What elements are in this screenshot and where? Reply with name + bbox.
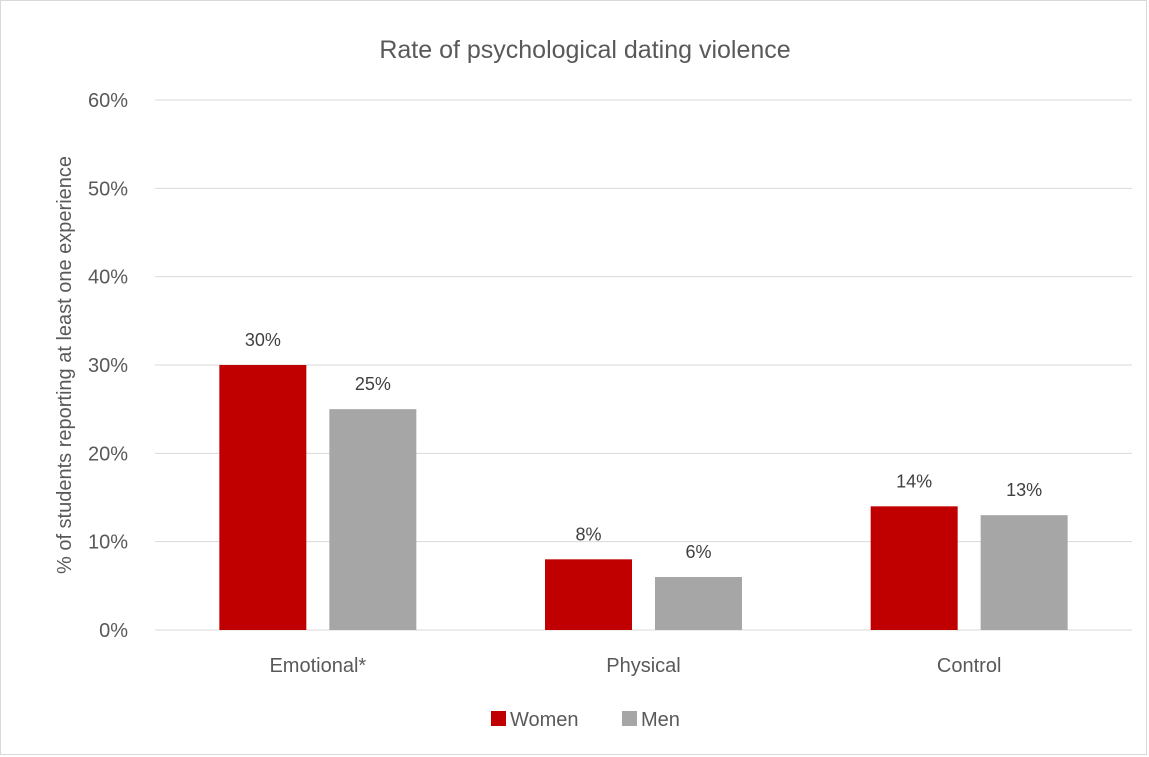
- y-tick-label: 10%: [88, 532, 128, 554]
- data-label: 13%: [1006, 480, 1042, 500]
- y-tick-label: 0%: [99, 620, 128, 642]
- bar-men-2: [980, 515, 1068, 630]
- x-axis-categories: Emotional* Physical Control: [269, 655, 1001, 677]
- x-category-label: Control: [937, 655, 1001, 677]
- data-label: 25%: [355, 374, 391, 394]
- data-label: 6%: [685, 542, 711, 562]
- y-tick-label: 30%: [88, 355, 128, 377]
- bar-women-2: [870, 506, 958, 630]
- y-tick-label: 50%: [88, 178, 128, 200]
- gridlines: [155, 99, 1132, 631]
- x-category-label: Physical: [606, 655, 680, 677]
- legend-swatch-women: [491, 711, 506, 726]
- y-tick-label: 40%: [88, 267, 128, 289]
- y-axis-ticks: 0% 10% 20% 30% 40% 50% 60%: [88, 90, 128, 642]
- bars: [219, 365, 1068, 630]
- x-category-label: Emotional*: [269, 655, 366, 677]
- y-tick-label: 20%: [88, 443, 128, 465]
- data-label: 14%: [896, 471, 932, 491]
- chart-title: Rate of psychological dating violence: [379, 36, 790, 64]
- data-labels: 30% 25% 8% 6% 14% 13%: [245, 330, 1042, 562]
- bar-men-0: [329, 409, 417, 630]
- bar-women-0: [219, 365, 307, 630]
- bar-women-1: [545, 559, 632, 630]
- legend: Women Men: [491, 709, 680, 731]
- y-axis-label: % of students reporting at least one exp…: [54, 156, 76, 574]
- y-tick-label: 60%: [88, 90, 128, 112]
- legend-label-women: Women: [510, 709, 579, 731]
- data-label: 30%: [245, 330, 281, 350]
- data-label: 8%: [575, 524, 601, 544]
- legend-swatch-men: [622, 711, 637, 726]
- legend-label-men: Men: [641, 709, 680, 731]
- bar-men-1: [655, 577, 742, 630]
